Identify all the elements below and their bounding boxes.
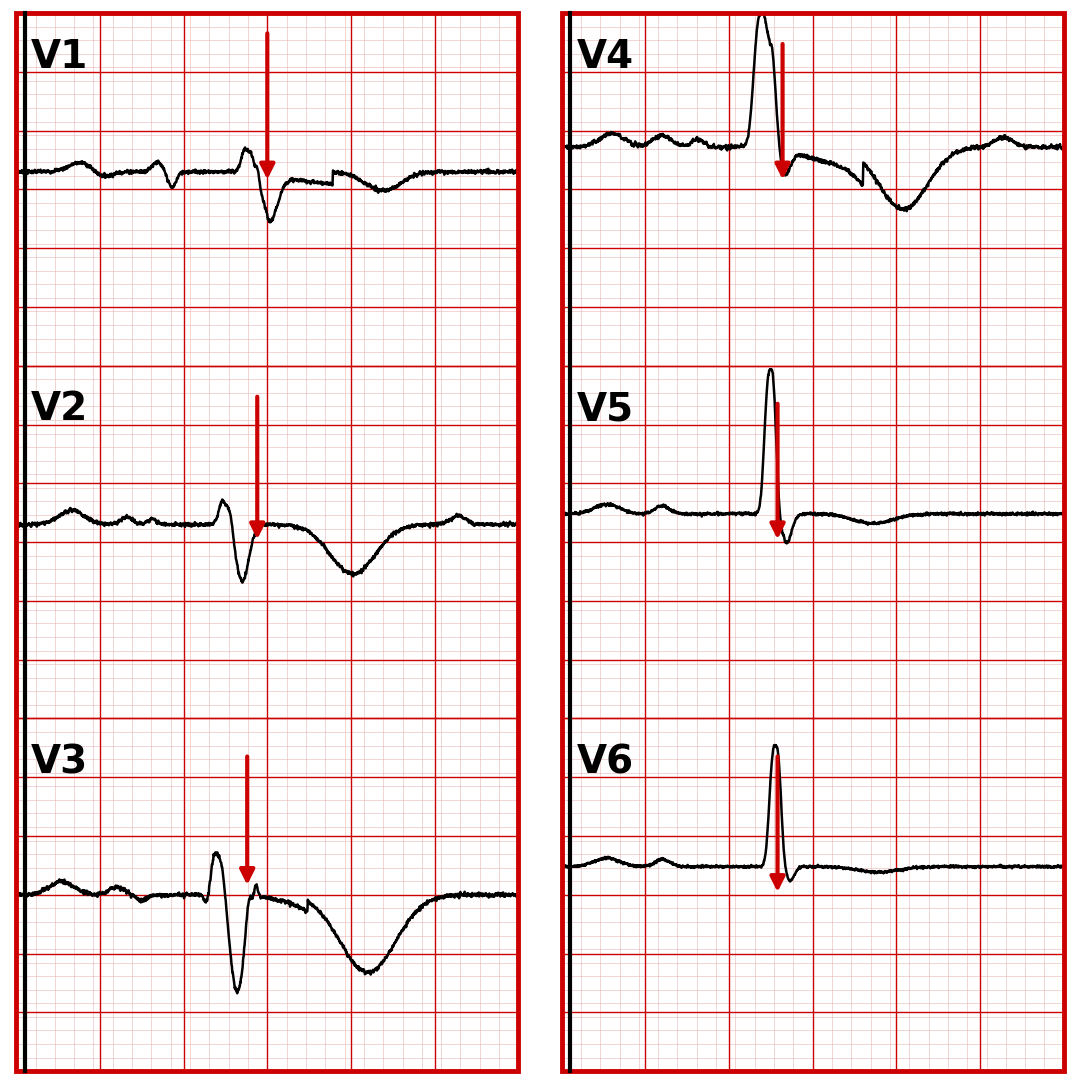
Text: V2: V2	[31, 391, 89, 428]
Text: V4: V4	[577, 38, 634, 76]
Text: V6: V6	[577, 743, 634, 781]
Text: V3: V3	[31, 743, 89, 781]
Text: V5: V5	[577, 391, 634, 428]
Text: V1: V1	[31, 38, 89, 76]
